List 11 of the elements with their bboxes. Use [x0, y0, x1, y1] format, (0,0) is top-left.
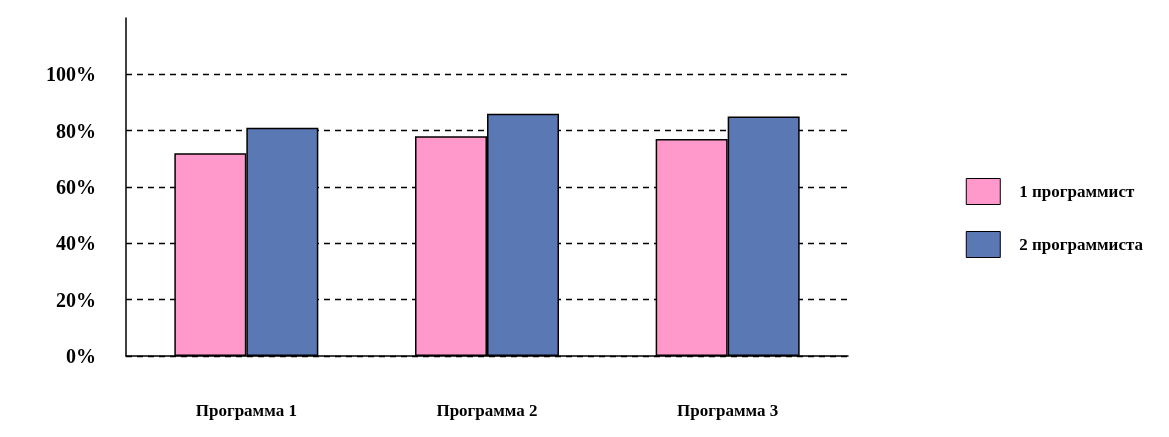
y-tick-label: 80% [56, 119, 96, 142]
y-tick-label: 60% [56, 176, 96, 198]
legend-label: 2 программиста [1019, 235, 1144, 254]
x-tick-label: Программа 3 [677, 401, 779, 420]
y-tick-label: 100% [46, 63, 96, 86]
y-tick-label: 40% [56, 232, 96, 255]
legend-label: 1 программист [1019, 182, 1135, 201]
x-tick-label: Программа 1 [195, 401, 297, 420]
y-tick-label: 0% [66, 345, 96, 367]
y-tick-label: 20% [56, 288, 96, 311]
x-tick-label: Программа 2 [436, 401, 538, 420]
